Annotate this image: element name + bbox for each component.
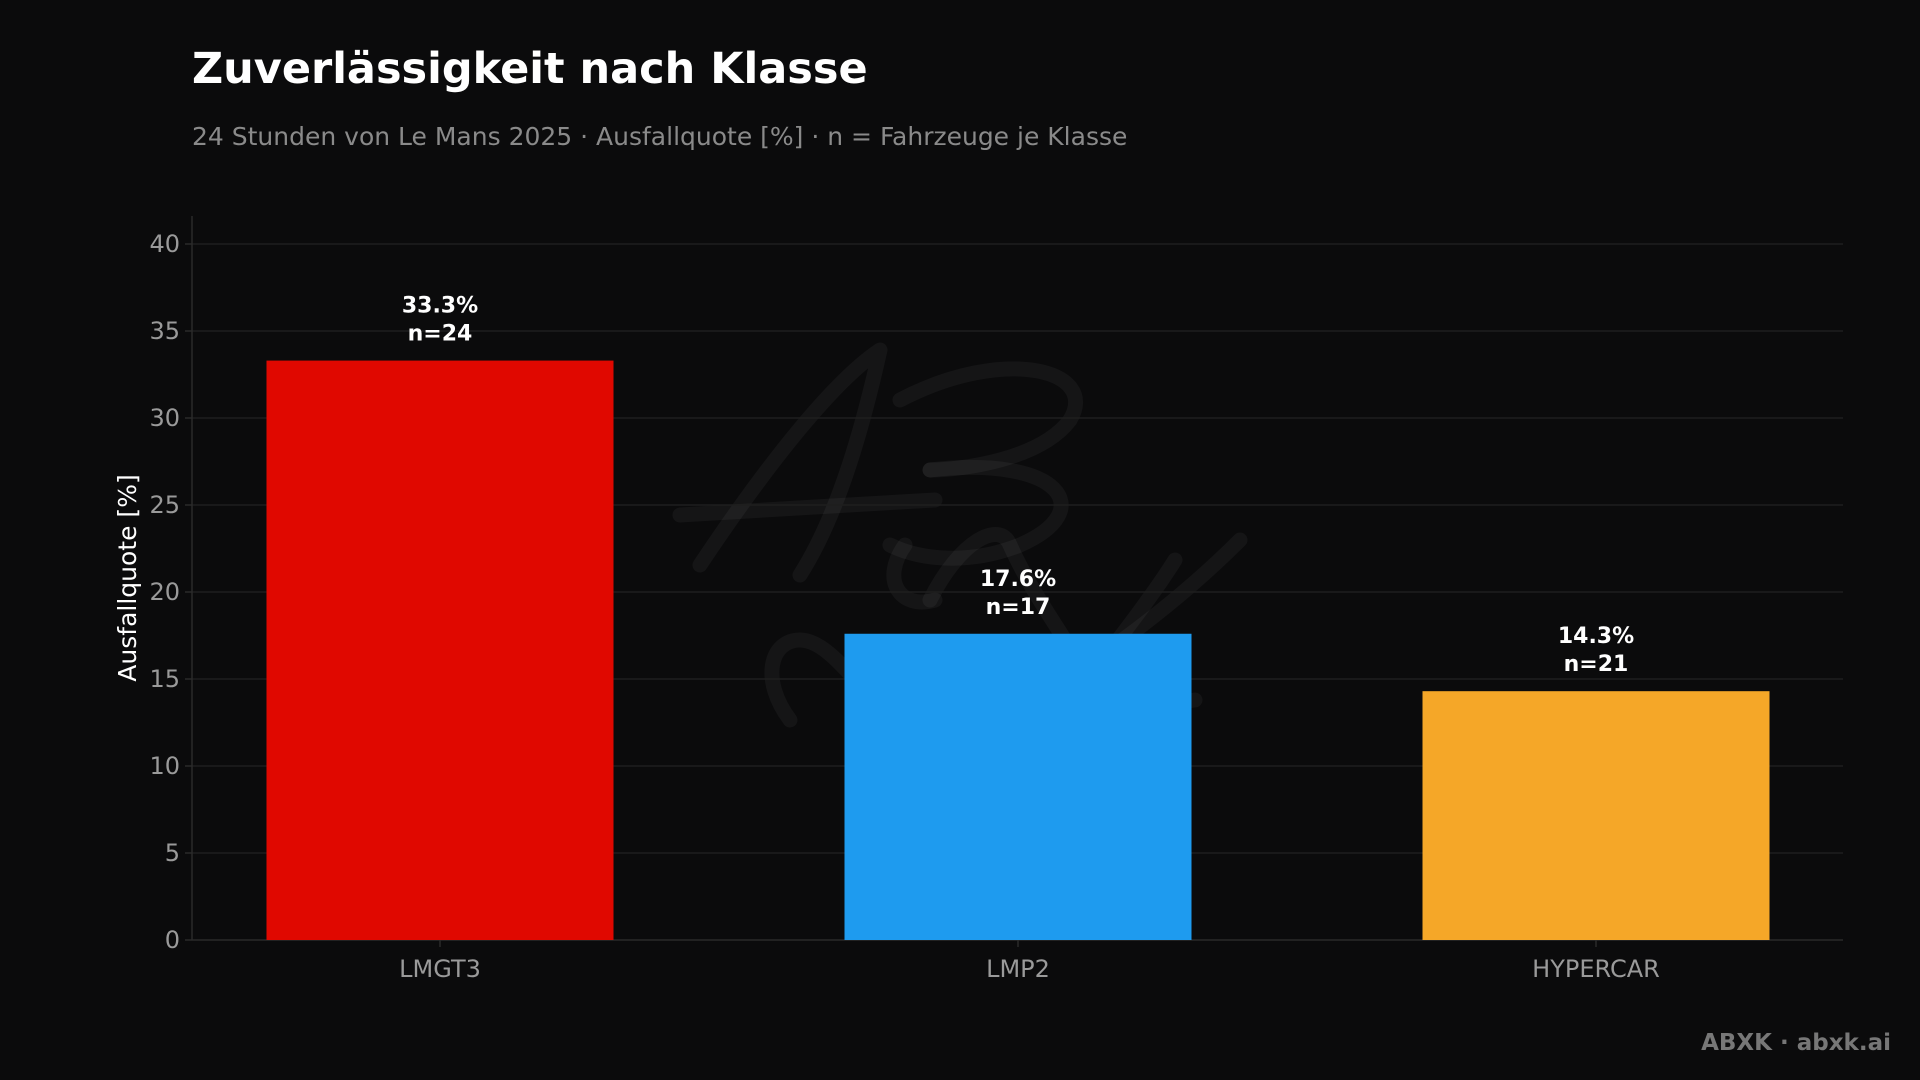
bar-count-label: n=24: [408, 322, 473, 347]
bar-lmp2: [844, 633, 1192, 940]
y-axis-label: Ausfallquote [%]: [113, 474, 142, 681]
y-tick-label: 10: [149, 752, 180, 780]
bar-count-label: n=21: [1564, 652, 1629, 677]
bar-count-label: n=17: [986, 595, 1051, 620]
bar-hypercar: [1422, 691, 1770, 940]
x-tick-label: HYPERCAR: [1532, 955, 1660, 983]
y-tick-label: 40: [149, 230, 180, 258]
x-tick-label: LMGT3: [399, 955, 481, 983]
footer-credit: ABXK · abxk.ai: [1701, 1030, 1891, 1056]
y-tick-label: 25: [149, 491, 180, 519]
y-tick-label: 35: [149, 317, 180, 345]
bar-lmgt3: [266, 360, 614, 941]
bar-value-label: 33.3%: [402, 294, 478, 319]
y-tick-label: 0: [165, 926, 180, 954]
bar-value-label: 17.6%: [980, 567, 1056, 592]
bars: [266, 360, 1770, 941]
y-tick-label: 20: [149, 578, 180, 606]
y-tick-label: 15: [149, 665, 180, 693]
y-tick-label: 5: [165, 839, 180, 867]
data-labels: 33.3% n=24 17.6% n=17 14.3% n=21: [402, 294, 1634, 678]
x-tick-label: LMP2: [986, 955, 1050, 983]
bar-value-label: 14.3%: [1558, 624, 1634, 649]
y-tick-label: 30: [149, 404, 180, 432]
chart-subtitle: 24 Stunden von Le Mans 2025 · Ausfallquo…: [192, 122, 1128, 151]
chart-title: Zuverlässigkeit nach Klasse: [192, 44, 868, 94]
